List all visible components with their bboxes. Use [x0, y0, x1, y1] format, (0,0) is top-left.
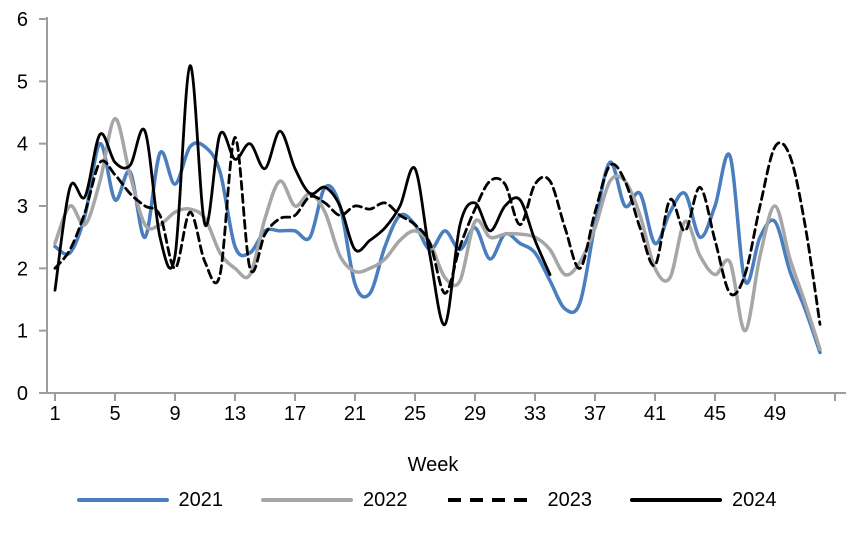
x-tick-label: 37 — [584, 403, 606, 425]
y-tick-label: 0 — [17, 383, 28, 405]
legend-item-2024: 2024 — [629, 489, 777, 511]
legend-label-2021: 2021 — [178, 489, 224, 511]
x-tick-label: 5 — [109, 403, 120, 425]
x-tick-label: 49 — [764, 403, 786, 425]
legend-item-2023: 2023 — [445, 489, 593, 511]
x-tick-label: 17 — [284, 403, 306, 425]
series-line-2024 — [53, 64, 552, 326]
y-tick-label: 6 — [17, 9, 28, 31]
series-line-2021 — [53, 141, 822, 355]
x-tick-label: 9 — [169, 403, 180, 425]
x-tick-label: 45 — [704, 403, 726, 425]
y-tick-label: 2 — [17, 258, 28, 280]
legend: 2021 2022 2023 2024 — [0, 489, 852, 511]
x-tick-label: 33 — [524, 403, 546, 425]
legend-swatch-2021 — [76, 498, 169, 502]
x-tick-label: 21 — [344, 403, 366, 425]
x-tick-label: 25 — [404, 403, 426, 425]
x-tick-label: 41 — [644, 403, 666, 425]
x-axis-title: Week — [407, 454, 459, 476]
legend-swatch-2023 — [447, 498, 536, 502]
legend-label-2023: 2023 — [547, 489, 593, 511]
y-tick-label: 1 — [17, 321, 28, 343]
x-tick-label: 13 — [224, 403, 246, 425]
y-tick-label: 3 — [17, 196, 28, 218]
legend-swatch-2024 — [630, 498, 722, 502]
legend-item-2022: 2022 — [260, 489, 408, 511]
series-line-2022 — [53, 116, 822, 352]
x-tick-label: 1 — [49, 403, 60, 425]
series-line-2023 — [53, 135, 822, 326]
legend-item-2021: 2021 — [76, 489, 224, 511]
legend-label-2022: 2022 — [363, 489, 408, 511]
legend-swatch-2022 — [261, 498, 353, 502]
y-tick-label: 5 — [17, 71, 28, 93]
x-tick-label: 29 — [464, 403, 486, 425]
legend-label-2024: 2024 — [732, 489, 777, 511]
y-tick-label: 4 — [17, 134, 28, 156]
